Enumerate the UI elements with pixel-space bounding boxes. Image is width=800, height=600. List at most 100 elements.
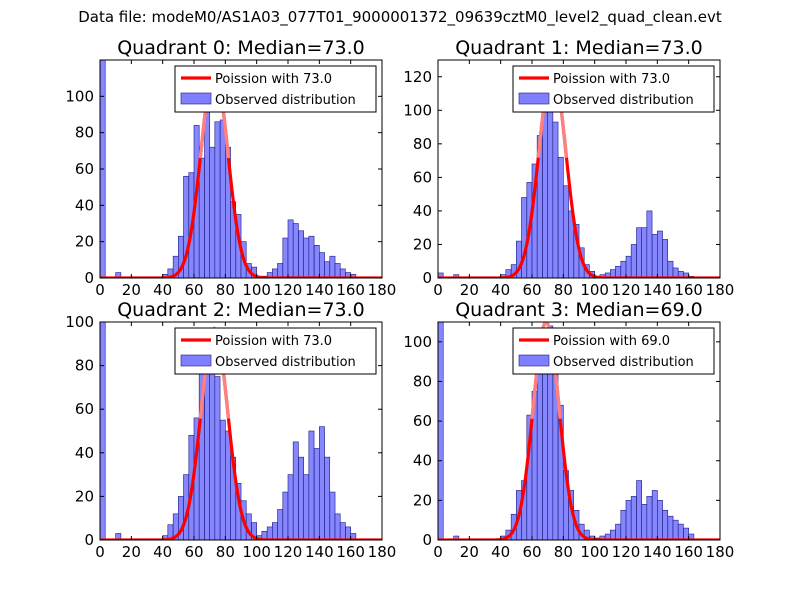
histogram-bar — [214, 376, 221, 540]
x-tick-label: 60 — [522, 543, 541, 561]
histogram-bar — [521, 197, 528, 278]
x-tick-label: 160 — [674, 543, 703, 561]
y-tick-label: 100 — [403, 333, 432, 351]
y-tick-label: 20 — [75, 233, 94, 251]
histogram-bar — [651, 234, 658, 278]
histogram-bar — [662, 239, 669, 278]
chart-title: Quadrant 2: Median=73.0 — [117, 299, 365, 321]
histogram-bar — [272, 522, 278, 540]
axes-frame — [437, 59, 721, 279]
plot-area — [438, 322, 720, 540]
histogram-bar — [313, 448, 320, 540]
histogram-bar — [438, 322, 444, 540]
x-tick-label: 140 — [305, 543, 334, 561]
legend: Poission with 73.0 Observed distribution — [174, 327, 377, 375]
x-tick-label: 180 — [706, 281, 735, 299]
histogram-bar — [219, 419, 226, 540]
chart-panel-0: 0 20 40 60 80 100 120 140 160 180020406080100Quad… — [65, 37, 396, 299]
y-tick-label: 0 — [84, 531, 94, 549]
legend-poisson-label: Poission with 69.0 — [553, 334, 670, 349]
poisson-curve — [100, 66, 382, 278]
histogram-bar — [615, 265, 622, 278]
histogram-bar — [214, 121, 221, 278]
histogram-bar — [615, 523, 622, 540]
histogram-bar — [219, 119, 226, 278]
x-tick-label: 120 — [274, 281, 303, 299]
histogram-bar — [198, 157, 205, 278]
histogram-bar — [630, 244, 637, 278]
legend-box — [174, 327, 377, 375]
chart-panel-2: 0 20 40 60 80 100 120 140 160 180020406080100Quad… — [65, 299, 396, 561]
legend-bar-label: Observed distribution — [215, 355, 356, 370]
y-tick-label: 40 — [413, 452, 432, 470]
histogram-bar — [303, 237, 310, 278]
histogram-bar — [319, 426, 325, 540]
x-tick-label: 140 — [643, 281, 672, 299]
chart-title: Quadrant 0: Median=73.0 — [117, 37, 365, 59]
y-tick-label: 80 — [413, 372, 432, 390]
histogram-bar — [620, 509, 627, 540]
histogram-bar — [292, 223, 299, 278]
histogram-bar — [329, 255, 336, 278]
histogram-bar — [345, 526, 352, 540]
legend-poisson-label: Poission with 73.0 — [553, 72, 670, 87]
legend-bar-swatch — [518, 354, 550, 367]
axes-frame — [437, 321, 721, 541]
histogram-bar — [438, 272, 444, 278]
x-tick-label: 20 — [460, 281, 479, 299]
x-tick-label: 40 — [491, 281, 510, 299]
legend-bar-swatch — [518, 92, 550, 105]
poisson-curve — [100, 326, 382, 540]
x-tick-label: 140 — [305, 281, 334, 299]
x-tick-label: 160 — [336, 543, 365, 561]
histogram-bar — [636, 480, 643, 540]
y-tick-label: 20 — [413, 235, 432, 253]
histogram-bar — [657, 230, 663, 278]
x-tick-label: 0 — [95, 543, 105, 561]
y-tick-label: 20 — [413, 491, 432, 509]
x-tick-label: 40 — [153, 543, 172, 561]
histogram-bar — [282, 491, 289, 540]
legend-bar-swatch — [180, 354, 212, 367]
x-tick-label: 120 — [612, 281, 641, 299]
histogram-bar — [536, 371, 543, 540]
histogram-bar — [329, 491, 336, 540]
histogram-bar — [625, 255, 632, 278]
histogram-bar — [334, 513, 341, 540]
histogram-bar — [282, 237, 289, 278]
legend: Poission with 69.0 Observed distribution — [512, 327, 715, 375]
x-tick-label: 40 — [153, 281, 172, 299]
histogram-bar — [339, 522, 346, 540]
histogram-bar — [677, 523, 684, 540]
x-tick-label: 0 — [433, 281, 443, 299]
histogram-bar — [313, 245, 320, 278]
x-tick-label: 80 — [554, 281, 573, 299]
histogram-bar — [646, 496, 653, 540]
y-tick-label: 120 — [403, 68, 432, 86]
x-tick-label: 140 — [643, 543, 672, 561]
legend-bar-swatch — [180, 92, 212, 105]
y-tick-label: 80 — [413, 135, 432, 153]
y-tick-label: 100 — [403, 101, 432, 119]
x-tick-label: 80 — [216, 543, 235, 561]
y-tick-label: 20 — [75, 487, 94, 505]
histogram-bar — [266, 526, 273, 540]
x-tick-label: 100 — [242, 543, 271, 561]
histogram-bar — [667, 515, 674, 540]
y-tick-label: 60 — [75, 160, 94, 178]
histogram-bar — [308, 235, 315, 278]
chart-title: Quadrant 3: Median=69.0 — [455, 299, 703, 321]
legend-bar-label: Observed distribution — [553, 355, 694, 370]
y-tick-label: 80 — [75, 357, 94, 375]
x-tick-label: 120 — [612, 543, 641, 561]
histogram-bar — [303, 474, 310, 540]
legend-poisson-label: Poission with 73.0 — [215, 334, 332, 349]
axes-frame — [99, 321, 383, 541]
y-tick-label: 60 — [413, 412, 432, 430]
histogram-bar — [641, 504, 648, 540]
histogram-bar — [672, 519, 679, 540]
chart-title: Quadrant 1: Median=73.0 — [455, 37, 703, 59]
histogram-bar — [277, 263, 284, 278]
histogram-bar — [298, 230, 305, 278]
